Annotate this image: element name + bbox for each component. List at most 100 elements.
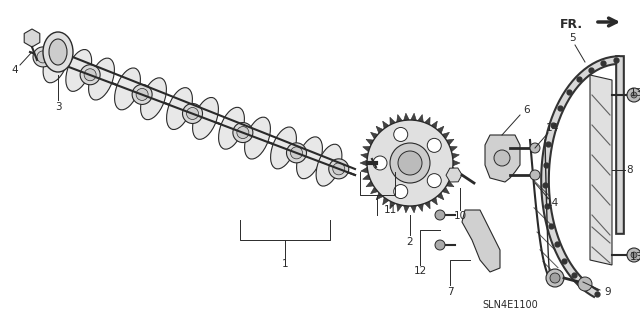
Circle shape [435,210,445,220]
Circle shape [333,163,345,175]
Polygon shape [418,204,423,211]
Circle shape [33,47,53,67]
Circle shape [578,277,592,291]
Text: SLN4E1100: SLN4E1100 [482,300,538,310]
Circle shape [631,252,637,258]
Polygon shape [404,205,410,213]
Polygon shape [361,153,368,159]
Circle shape [237,127,249,138]
Ellipse shape [115,68,140,110]
Circle shape [627,248,640,262]
Text: 4: 4 [12,65,19,75]
Polygon shape [390,201,396,209]
Polygon shape [431,121,437,129]
Polygon shape [361,167,368,173]
Polygon shape [442,132,449,139]
Polygon shape [366,139,374,145]
Text: 9: 9 [605,287,611,297]
Ellipse shape [66,49,92,91]
Polygon shape [397,115,402,122]
Text: 1: 1 [282,259,288,269]
Text: 13: 13 [629,252,640,262]
Circle shape [287,143,307,163]
Polygon shape [446,181,454,187]
Text: 14: 14 [545,198,559,208]
Polygon shape [371,132,378,139]
Circle shape [428,138,441,152]
Polygon shape [411,205,417,213]
Circle shape [530,170,540,180]
Circle shape [132,85,152,104]
Circle shape [546,269,564,287]
Text: FR.: FR. [560,19,583,32]
Polygon shape [442,187,449,194]
Ellipse shape [166,88,193,130]
Polygon shape [371,187,378,194]
Ellipse shape [316,144,342,186]
Ellipse shape [296,137,323,179]
Circle shape [291,147,303,159]
Text: 6: 6 [524,105,531,115]
Circle shape [329,159,349,179]
Ellipse shape [43,41,69,83]
Polygon shape [397,204,402,211]
Circle shape [530,143,540,153]
Ellipse shape [271,127,296,169]
Polygon shape [452,167,460,173]
Circle shape [37,51,49,63]
Polygon shape [462,210,500,272]
Circle shape [373,156,387,170]
Polygon shape [453,160,460,166]
Text: 12: 12 [413,266,427,276]
Polygon shape [383,121,389,129]
Circle shape [233,122,253,143]
Circle shape [394,128,408,141]
Circle shape [80,65,100,85]
Circle shape [631,92,637,98]
Ellipse shape [244,117,271,159]
Polygon shape [590,75,612,265]
Polygon shape [431,197,437,205]
Circle shape [136,88,148,100]
Polygon shape [383,197,389,205]
Polygon shape [437,126,444,133]
Circle shape [182,103,202,123]
Polygon shape [376,126,383,133]
Circle shape [435,240,445,250]
Polygon shape [411,113,417,121]
Circle shape [550,273,560,283]
Polygon shape [424,117,430,125]
Text: 3: 3 [54,102,61,112]
Polygon shape [366,181,374,187]
Text: 2: 2 [406,237,413,247]
Ellipse shape [49,39,67,65]
Polygon shape [452,153,460,159]
Polygon shape [404,113,410,121]
Text: 14: 14 [545,123,559,133]
Polygon shape [363,174,371,180]
Text: 13: 13 [629,88,640,98]
Ellipse shape [43,32,73,72]
Text: 5: 5 [569,33,575,43]
Circle shape [84,69,96,81]
Circle shape [394,184,408,198]
Ellipse shape [219,107,244,149]
Circle shape [494,150,510,166]
Polygon shape [450,174,458,180]
Polygon shape [390,117,396,125]
Text: 7: 7 [447,287,453,297]
Ellipse shape [193,98,218,139]
Polygon shape [424,201,430,209]
Text: 10: 10 [453,211,467,221]
Polygon shape [418,115,423,122]
Polygon shape [437,193,444,200]
Circle shape [428,174,441,188]
Ellipse shape [141,78,166,120]
Polygon shape [376,193,383,200]
Polygon shape [360,160,367,166]
Text: 8: 8 [627,165,634,175]
Ellipse shape [88,58,115,100]
Polygon shape [363,146,371,152]
Circle shape [367,120,453,206]
Polygon shape [450,146,458,152]
